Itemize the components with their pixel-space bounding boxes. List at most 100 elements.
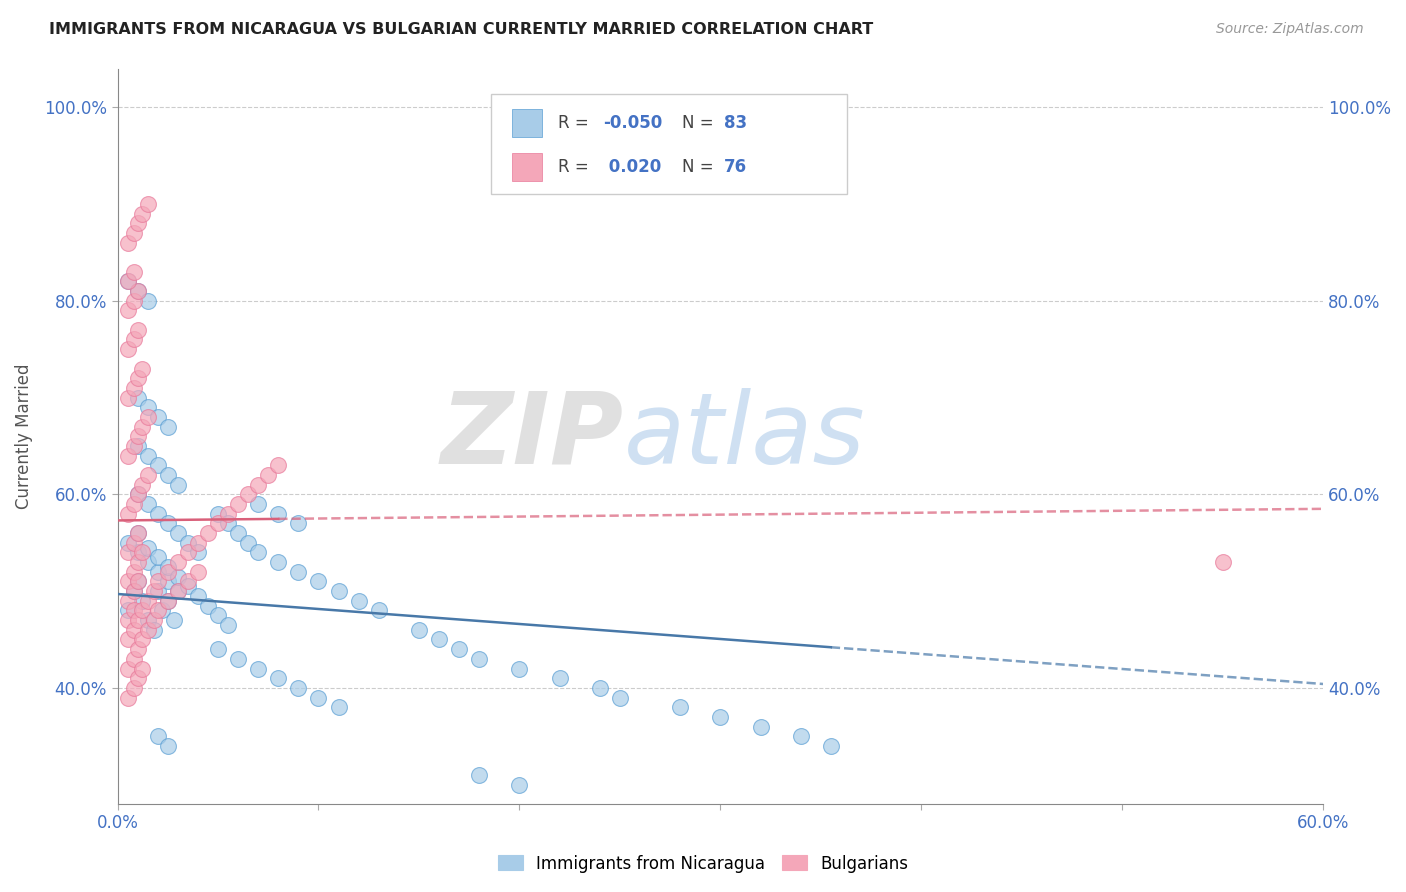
- Point: [117, 274, 139, 288]
- Text: -0.050: -0.050: [603, 113, 662, 132]
- Point: [127, 642, 149, 657]
- Point: [347, 594, 370, 608]
- Point: [156, 594, 179, 608]
- Point: [287, 516, 309, 531]
- Point: [127, 284, 149, 298]
- Point: [127, 613, 149, 627]
- Point: [122, 623, 145, 637]
- Point: [122, 584, 145, 599]
- Point: [156, 419, 179, 434]
- Point: [122, 265, 145, 279]
- Point: [247, 661, 270, 675]
- Point: [207, 608, 229, 623]
- Point: [136, 401, 159, 415]
- Point: [226, 526, 249, 541]
- Text: ZIP: ZIP: [441, 388, 624, 484]
- Point: [122, 535, 145, 549]
- Point: [142, 584, 165, 599]
- FancyBboxPatch shape: [512, 109, 541, 136]
- Point: [820, 739, 842, 753]
- Point: [136, 497, 159, 511]
- Point: [127, 526, 149, 541]
- Point: [236, 487, 259, 501]
- Text: Source: ZipAtlas.com: Source: ZipAtlas.com: [1216, 22, 1364, 37]
- Point: [122, 497, 145, 511]
- Point: [136, 594, 159, 608]
- Point: [131, 603, 153, 617]
- Point: [131, 361, 153, 376]
- Point: [217, 618, 239, 632]
- Point: [267, 507, 290, 521]
- Point: [122, 584, 145, 599]
- Point: [117, 303, 139, 318]
- Point: [226, 652, 249, 666]
- Point: [127, 439, 149, 453]
- Point: [468, 768, 491, 782]
- Point: [156, 739, 179, 753]
- Point: [427, 632, 450, 647]
- Point: [166, 555, 188, 569]
- Point: [328, 584, 350, 599]
- Point: [156, 565, 179, 579]
- Point: [127, 574, 149, 589]
- Point: [150, 603, 173, 617]
- Point: [156, 574, 179, 589]
- Point: [166, 584, 188, 599]
- Point: [197, 526, 219, 541]
- Point: [207, 516, 229, 531]
- Legend: Immigrants from Nicaragua, Bulgarians: Immigrants from Nicaragua, Bulgarians: [491, 848, 915, 880]
- Point: [127, 487, 149, 501]
- Point: [177, 545, 200, 559]
- Point: [122, 652, 145, 666]
- Point: [367, 603, 389, 617]
- Text: atlas: atlas: [624, 388, 866, 484]
- Text: 83: 83: [724, 113, 747, 132]
- Point: [146, 550, 169, 565]
- Point: [267, 555, 290, 569]
- Point: [117, 603, 139, 617]
- Point: [166, 477, 188, 491]
- Point: [136, 409, 159, 424]
- Point: [789, 729, 811, 743]
- Point: [117, 391, 139, 405]
- Text: N =: N =: [682, 158, 718, 176]
- Text: 0.020: 0.020: [603, 158, 662, 176]
- Point: [127, 284, 149, 298]
- Point: [131, 419, 153, 434]
- Point: [131, 594, 153, 608]
- Point: [127, 216, 149, 230]
- Point: [117, 545, 139, 559]
- Point: [117, 449, 139, 463]
- Point: [117, 661, 139, 675]
- Point: [236, 535, 259, 549]
- Point: [122, 565, 145, 579]
- Point: [127, 671, 149, 685]
- Point: [117, 690, 139, 705]
- Point: [117, 235, 139, 250]
- Point: [187, 535, 209, 549]
- Point: [226, 497, 249, 511]
- Point: [156, 467, 179, 482]
- Point: [122, 603, 145, 617]
- Point: [548, 671, 571, 685]
- Point: [146, 584, 169, 599]
- FancyBboxPatch shape: [491, 95, 846, 194]
- Point: [127, 323, 149, 337]
- Point: [136, 541, 159, 555]
- Point: [146, 409, 169, 424]
- Point: [287, 565, 309, 579]
- Point: [117, 613, 139, 627]
- Point: [267, 458, 290, 473]
- Point: [328, 700, 350, 714]
- Point: [146, 458, 169, 473]
- Point: [197, 599, 219, 613]
- Y-axis label: Currently Married: Currently Married: [15, 364, 32, 509]
- Point: [177, 574, 200, 589]
- Point: [1212, 555, 1234, 569]
- Point: [187, 545, 209, 559]
- Point: [136, 623, 159, 637]
- Point: [308, 574, 330, 589]
- Point: [247, 497, 270, 511]
- Point: [117, 342, 139, 356]
- Point: [177, 579, 200, 593]
